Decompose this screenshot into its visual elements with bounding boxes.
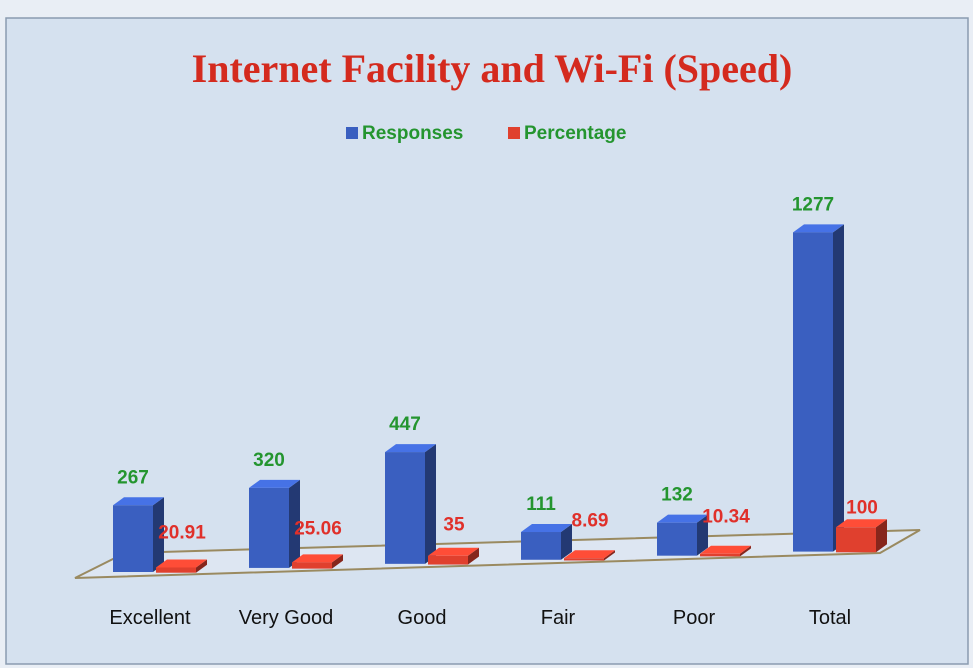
bar-top <box>113 497 164 506</box>
data-label: 100 <box>846 497 878 518</box>
bar <box>249 479 300 568</box>
bar <box>113 497 164 572</box>
data-label: 320 <box>253 450 285 471</box>
data-label: 8.69 <box>572 510 609 531</box>
x-tick-label: Fair <box>541 607 576 629</box>
bar-front <box>156 567 196 573</box>
data-label: 132 <box>661 485 693 506</box>
bar <box>657 514 708 556</box>
bar-side <box>740 545 751 557</box>
bar-front <box>292 562 332 569</box>
bar <box>428 547 479 565</box>
bar-top <box>793 224 844 233</box>
bar-top <box>521 524 572 533</box>
x-tick-label: Good <box>398 607 447 629</box>
bar-front <box>657 522 697 556</box>
bar <box>836 519 887 553</box>
bar-top <box>836 519 887 528</box>
bar-front <box>249 487 289 568</box>
data-label: 1277 <box>792 194 834 215</box>
bar-top <box>564 550 615 559</box>
bar-top <box>700 545 751 554</box>
bar-side <box>468 547 479 565</box>
data-label: 20.91 <box>158 523 206 544</box>
bar-top <box>428 547 479 556</box>
legend: Responses Percentage <box>346 123 626 144</box>
bar-side <box>604 550 615 561</box>
bar-front <box>428 555 468 565</box>
chart-title: Internet Facility and Wi-Fi (Speed) <box>192 46 793 91</box>
bar <box>521 524 572 560</box>
x-tick-label: Poor <box>673 607 716 629</box>
data-label: 267 <box>117 467 149 488</box>
bar <box>385 444 436 564</box>
legend-swatch <box>508 127 520 139</box>
bar-top <box>249 479 300 488</box>
bar-side <box>561 524 572 560</box>
bar <box>793 224 844 552</box>
bar <box>700 545 751 557</box>
bar-front <box>700 553 740 557</box>
bar-top <box>657 514 708 523</box>
bar-front <box>113 505 153 572</box>
bar-side <box>697 514 708 556</box>
bar-side <box>332 554 343 569</box>
bar-side <box>425 444 436 564</box>
legend-swatch <box>346 127 358 139</box>
bar-side <box>833 224 844 552</box>
bar-side <box>153 497 164 572</box>
bar-top <box>385 444 436 453</box>
bar <box>156 559 207 573</box>
bar-side <box>289 479 300 568</box>
legend-label: Responses <box>362 123 463 144</box>
bar-top <box>292 554 343 563</box>
bar-front <box>564 558 604 561</box>
x-tick-label: Total <box>809 607 851 629</box>
bar <box>564 550 615 561</box>
data-label: 111 <box>526 494 556 515</box>
x-tick-label: Very Good <box>239 607 334 629</box>
data-label: 10.34 <box>702 506 750 527</box>
bar-front <box>793 232 833 552</box>
legend-label: Percentage <box>524 123 626 144</box>
bar <box>292 554 343 569</box>
bar-top <box>156 559 207 568</box>
bar-front <box>385 452 425 564</box>
bar-front <box>836 527 876 553</box>
data-label: 35 <box>443 515 465 536</box>
data-label: 25.06 <box>294 519 342 540</box>
data-label: 447 <box>389 414 421 435</box>
x-tick-label: Excellent <box>109 607 191 629</box>
bar-front <box>521 532 561 560</box>
bar-side <box>876 519 887 553</box>
bar-side <box>196 559 207 573</box>
